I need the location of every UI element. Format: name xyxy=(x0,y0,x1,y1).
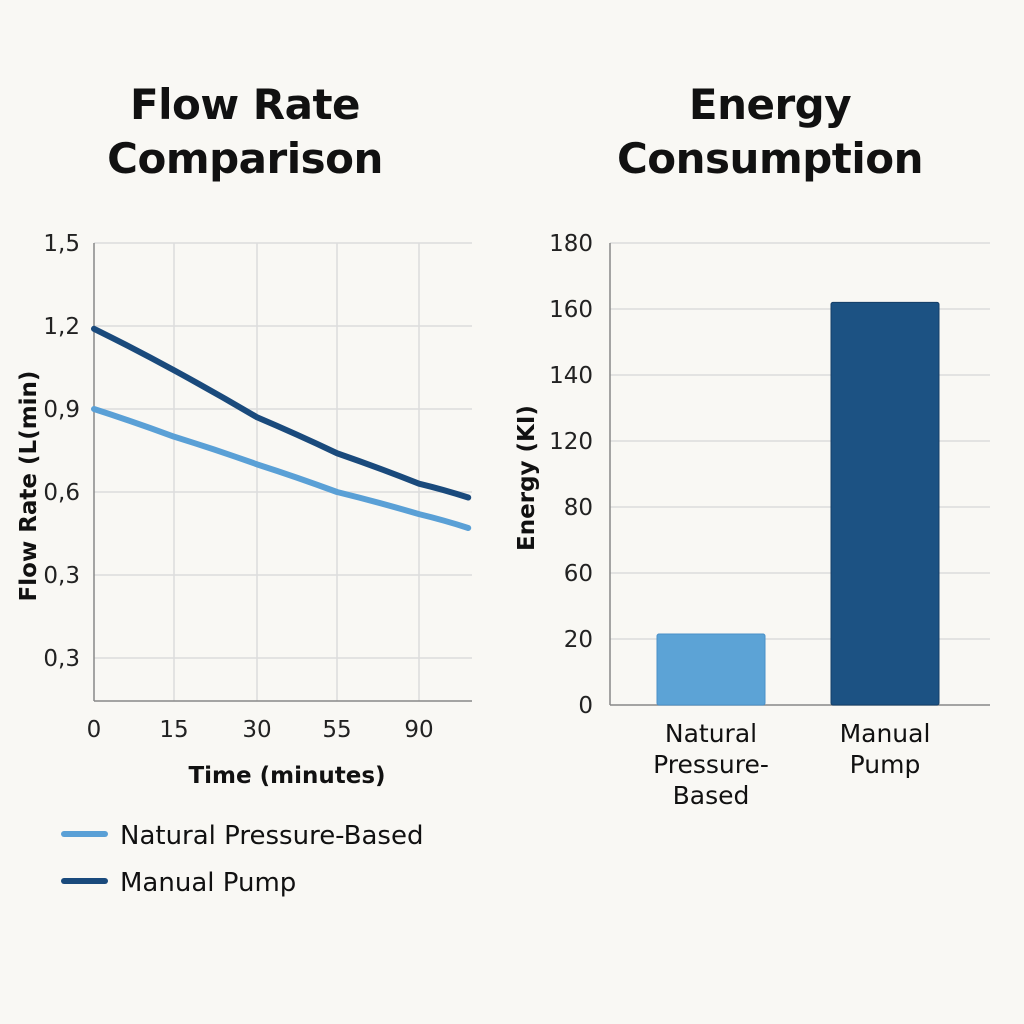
category-label: Based xyxy=(673,781,750,810)
x-tick-label: 55 xyxy=(322,717,351,743)
energy-chart: 180 160 140 120 80 60 20 0 NaturalPressure-Based… xyxy=(514,231,990,810)
y-tick-label: 60 xyxy=(564,561,593,587)
y-tick-label: 120 xyxy=(549,429,593,455)
y-tick-label: 160 xyxy=(549,297,593,323)
energy-title-line-2: Consumption xyxy=(616,134,924,183)
y-axis-title: Flow Rate (L(min) xyxy=(16,371,42,602)
flow-rate-title-line-2: Comparison xyxy=(107,134,383,183)
x-tick-label: 15 xyxy=(159,717,188,743)
y-tick-label: 0,6 xyxy=(43,480,80,506)
series-line-natural-pressure xyxy=(91,406,472,531)
y-tick-label: 0 xyxy=(578,693,593,719)
y-tick-label: 0,3 xyxy=(43,646,80,672)
y-tick-label: 0,3 xyxy=(43,563,80,589)
flow-rate-chart-title: Flow Rate Comparison xyxy=(40,78,450,186)
y-tick-label: 140 xyxy=(549,363,593,389)
x-tick-label: 0 xyxy=(87,717,102,743)
energy-title-line-1: Energy xyxy=(688,80,852,129)
y-tick-label: 180 xyxy=(549,231,593,257)
y-tick-label: 1,2 xyxy=(43,314,80,340)
y-tick-label: 20 xyxy=(564,627,593,653)
series-line-manual-pump xyxy=(91,325,472,501)
bar-natural-pressure xyxy=(656,633,766,706)
category-label: Manual xyxy=(840,719,931,748)
category-label: Pressure- xyxy=(653,750,769,779)
energy-chart-title: Energy Consumption xyxy=(560,78,980,186)
y-tick-label: 0,9 xyxy=(43,397,80,423)
y-axis-title: Energy (KI) xyxy=(514,405,540,551)
x-tick-label: 30 xyxy=(242,717,271,743)
bar-manual-pump xyxy=(830,301,940,706)
flow-rate-chart: 1,5 1,2 0,9 0,6 0,3 0,3 0 15 30 55 90 Time (minutes… xyxy=(16,231,472,898)
x-axis-title: Time (minutes) xyxy=(188,763,385,789)
x-tick-label: 90 xyxy=(404,717,433,743)
legend-label-manual-pump: Manual Pump xyxy=(120,868,296,898)
category-label: Natural xyxy=(665,719,757,748)
y-tick-label: 1,5 xyxy=(43,231,80,257)
flow-rate-title-line-1: Flow Rate xyxy=(129,80,361,129)
legend-label-natural-pressure: Natural Pressure-Based xyxy=(120,821,423,851)
category-label: Pump xyxy=(850,750,921,779)
y-tick-label: 80 xyxy=(564,495,593,521)
